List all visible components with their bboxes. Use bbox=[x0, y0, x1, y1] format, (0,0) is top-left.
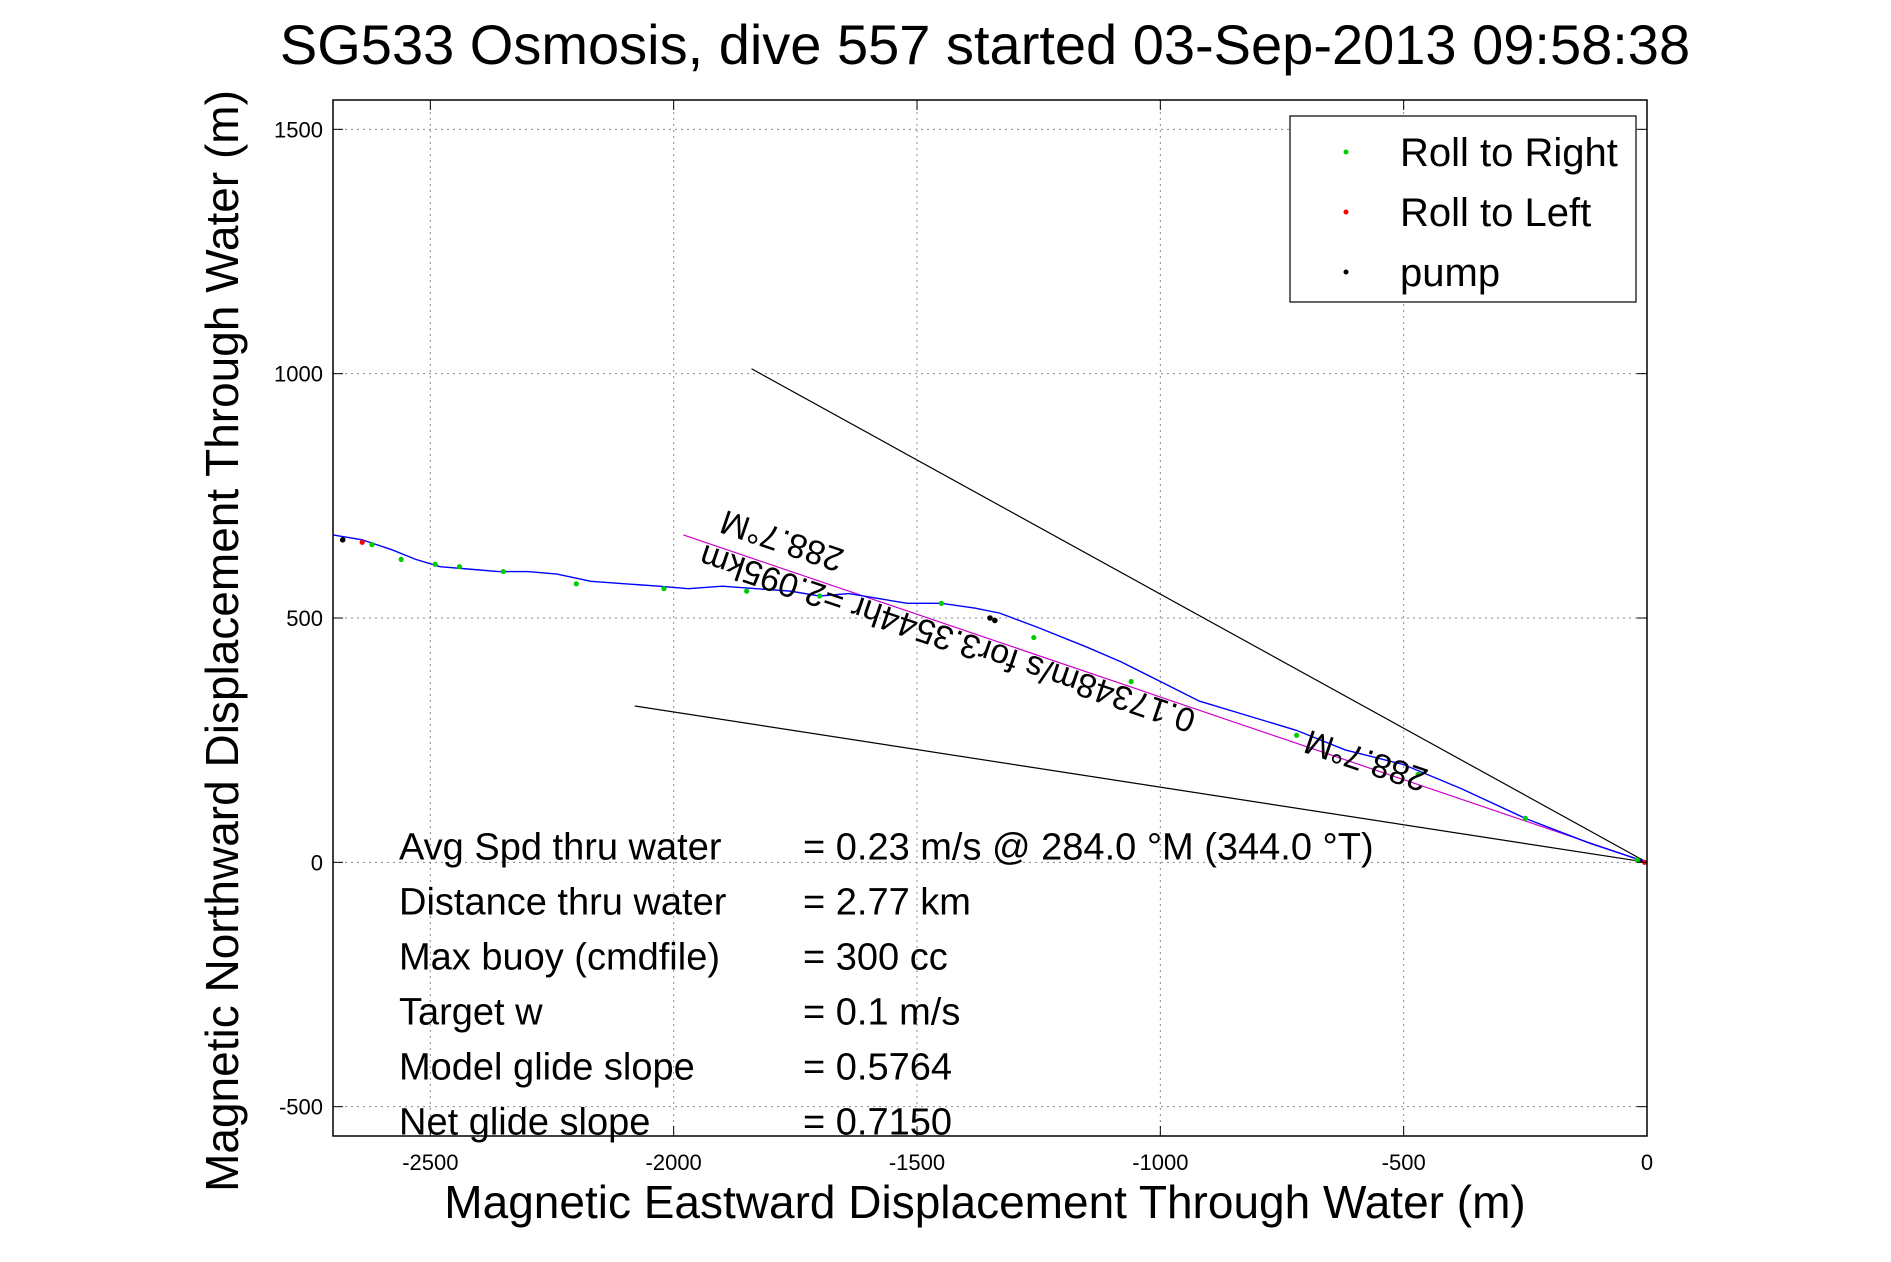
roll-right-point bbox=[456, 564, 463, 570]
annotation-label: Avg Spd thru water bbox=[399, 826, 722, 868]
upper-bound bbox=[751, 368, 1648, 863]
roll-right-point bbox=[573, 581, 579, 587]
roll-right-point bbox=[1031, 634, 1037, 641]
legend-marker bbox=[1343, 149, 1349, 155]
chart-title: SG533 Osmosis, dive 557 started 03-Sep-2… bbox=[280, 13, 1690, 76]
pump-point bbox=[992, 617, 998, 624]
roll-right-point bbox=[1415, 771, 1421, 777]
track-line bbox=[332, 534, 1648, 864]
track bbox=[332, 534, 1648, 864]
roll-right-point bbox=[1128, 678, 1134, 685]
annotation-value: = 300 cc bbox=[803, 936, 948, 978]
heading-line bbox=[683, 534, 1648, 863]
annotation-label: Model glide slope bbox=[399, 1046, 695, 1088]
ticks: -2500 -2000 -1500 -1000 -500 0 -500 0 500 1000 150… bbox=[274, 100, 1653, 1175]
x-tick-label: -1500 bbox=[889, 1150, 945, 1175]
roll-right-point bbox=[1522, 815, 1528, 821]
pump-point bbox=[987, 615, 993, 621]
roll-right-point bbox=[1634, 857, 1640, 863]
roll-right-point bbox=[744, 588, 750, 594]
legend-label: pump bbox=[1400, 251, 1500, 295]
x-tick-label: -2000 bbox=[646, 1150, 702, 1175]
annotation-value: = 0.7150 bbox=[803, 1101, 952, 1143]
x-tick-label: 0 bbox=[1641, 1150, 1653, 1175]
roll-points bbox=[339, 537, 1648, 865]
y-tick-label: 500 bbox=[286, 606, 323, 631]
legend: Roll to Right Roll to Left pump bbox=[1289, 115, 1637, 303]
annotation-value: = 0.23 m/s @ 284.0 °M (344.0 °T) bbox=[803, 826, 1374, 868]
y-tick-label: 1000 bbox=[274, 362, 323, 387]
y-tick-label: 0 bbox=[311, 850, 323, 875]
annotation-value: = 2.77 km bbox=[803, 881, 971, 923]
annotation-value: = 0.1 m/s bbox=[803, 991, 960, 1033]
annotations: Avg Spd thru water = 0.23 m/s @ 284.0 °M … bbox=[399, 826, 1374, 1143]
x-axis-label: Magnetic Eastward Displacement Through W… bbox=[444, 1176, 1525, 1228]
legend-marker bbox=[1343, 209, 1349, 215]
annotation-label: Target w bbox=[399, 991, 543, 1033]
x-tick-label: -2500 bbox=[402, 1150, 458, 1175]
y-tick-label: -500 bbox=[279, 1095, 323, 1120]
y-axis-label: Magnetic Northward Displacement Through … bbox=[196, 90, 248, 1192]
annotation-label: Distance thru water bbox=[399, 881, 727, 923]
legend-label: Roll to Left bbox=[1400, 191, 1591, 235]
annotation-label: Max buoy (cmdfile) bbox=[399, 936, 720, 978]
pump-point bbox=[339, 537, 346, 543]
x-tick-label: -1000 bbox=[1132, 1150, 1188, 1175]
annotation-label: Net glide slope bbox=[399, 1101, 650, 1143]
roll-right-point bbox=[500, 568, 506, 575]
roll-right-point bbox=[1294, 732, 1300, 738]
annotation-value: = 0.5764 bbox=[803, 1046, 952, 1088]
legend-marker bbox=[1343, 269, 1349, 275]
roll-right-point bbox=[661, 586, 667, 592]
legend-label: Roll to Right bbox=[1400, 131, 1618, 175]
roll-left-point bbox=[359, 539, 365, 545]
lower-bound bbox=[634, 705, 1648, 863]
roll-right-point bbox=[432, 561, 438, 567]
roll-right-point bbox=[369, 542, 375, 548]
roll-right-point bbox=[817, 593, 823, 599]
roll-right-point bbox=[398, 556, 404, 562]
x-tick-label: -500 bbox=[1382, 1150, 1426, 1175]
reference-lines bbox=[634, 368, 1648, 863]
roll-right-point bbox=[938, 600, 944, 606]
y-tick-label: 1500 bbox=[274, 117, 323, 142]
